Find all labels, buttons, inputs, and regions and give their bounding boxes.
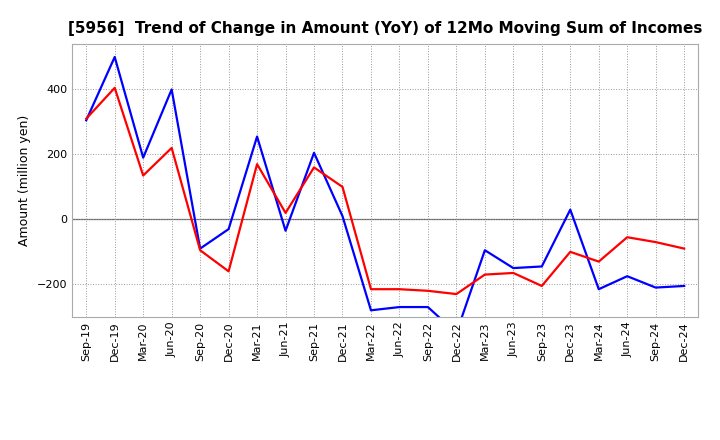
- Net Income: [338, 184, 347, 190]
- Ordinary Income: [595, 286, 603, 292]
- Net Income: [167, 145, 176, 150]
- Ordinary Income: [652, 285, 660, 290]
- Ordinary Income: [82, 117, 91, 123]
- Net Income: [537, 283, 546, 289]
- Ordinary Income: [480, 248, 489, 253]
- Net Income: [310, 165, 318, 170]
- Net Income: [110, 85, 119, 91]
- Net Income: [253, 161, 261, 167]
- Net Income: [566, 249, 575, 254]
- Ordinary Income: [395, 304, 404, 310]
- Ordinary Income: [509, 265, 518, 271]
- Net Income: [623, 235, 631, 240]
- Ordinary Income: [366, 308, 375, 313]
- Line: Net Income: Net Income: [86, 88, 684, 294]
- Net Income: [225, 269, 233, 274]
- Net Income: [395, 286, 404, 292]
- Legend: Ordinary Income, Net Income: Ordinary Income, Net Income: [241, 438, 529, 440]
- Ordinary Income: [110, 55, 119, 60]
- Ordinary Income: [225, 227, 233, 232]
- Ordinary Income: [139, 155, 148, 160]
- Ordinary Income: [196, 246, 204, 251]
- Net Income: [652, 239, 660, 245]
- Net Income: [282, 210, 290, 216]
- Ordinary Income: [310, 150, 318, 155]
- Ordinary Income: [282, 228, 290, 233]
- Ordinary Income: [623, 274, 631, 279]
- Net Income: [139, 173, 148, 178]
- Net Income: [366, 286, 375, 292]
- Y-axis label: Amount (million yen): Amount (million yen): [18, 115, 31, 246]
- Net Income: [509, 270, 518, 275]
- Net Income: [680, 246, 688, 251]
- Ordinary Income: [423, 304, 432, 310]
- Ordinary Income: [253, 134, 261, 139]
- Ordinary Income: [338, 213, 347, 219]
- Ordinary Income: [537, 264, 546, 269]
- Line: Ordinary Income: Ordinary Income: [86, 57, 684, 333]
- Net Income: [452, 291, 461, 297]
- Net Income: [480, 272, 489, 277]
- Ordinary Income: [566, 207, 575, 212]
- Net Income: [595, 259, 603, 264]
- Ordinary Income: [452, 330, 461, 336]
- Title: [5956]  Trend of Change in Amount (YoY) of 12Mo Moving Sum of Incomes: [5956] Trend of Change in Amount (YoY) o…: [68, 21, 703, 36]
- Ordinary Income: [680, 283, 688, 289]
- Net Income: [196, 248, 204, 253]
- Net Income: [82, 116, 91, 121]
- Net Income: [423, 288, 432, 293]
- Ordinary Income: [167, 87, 176, 92]
